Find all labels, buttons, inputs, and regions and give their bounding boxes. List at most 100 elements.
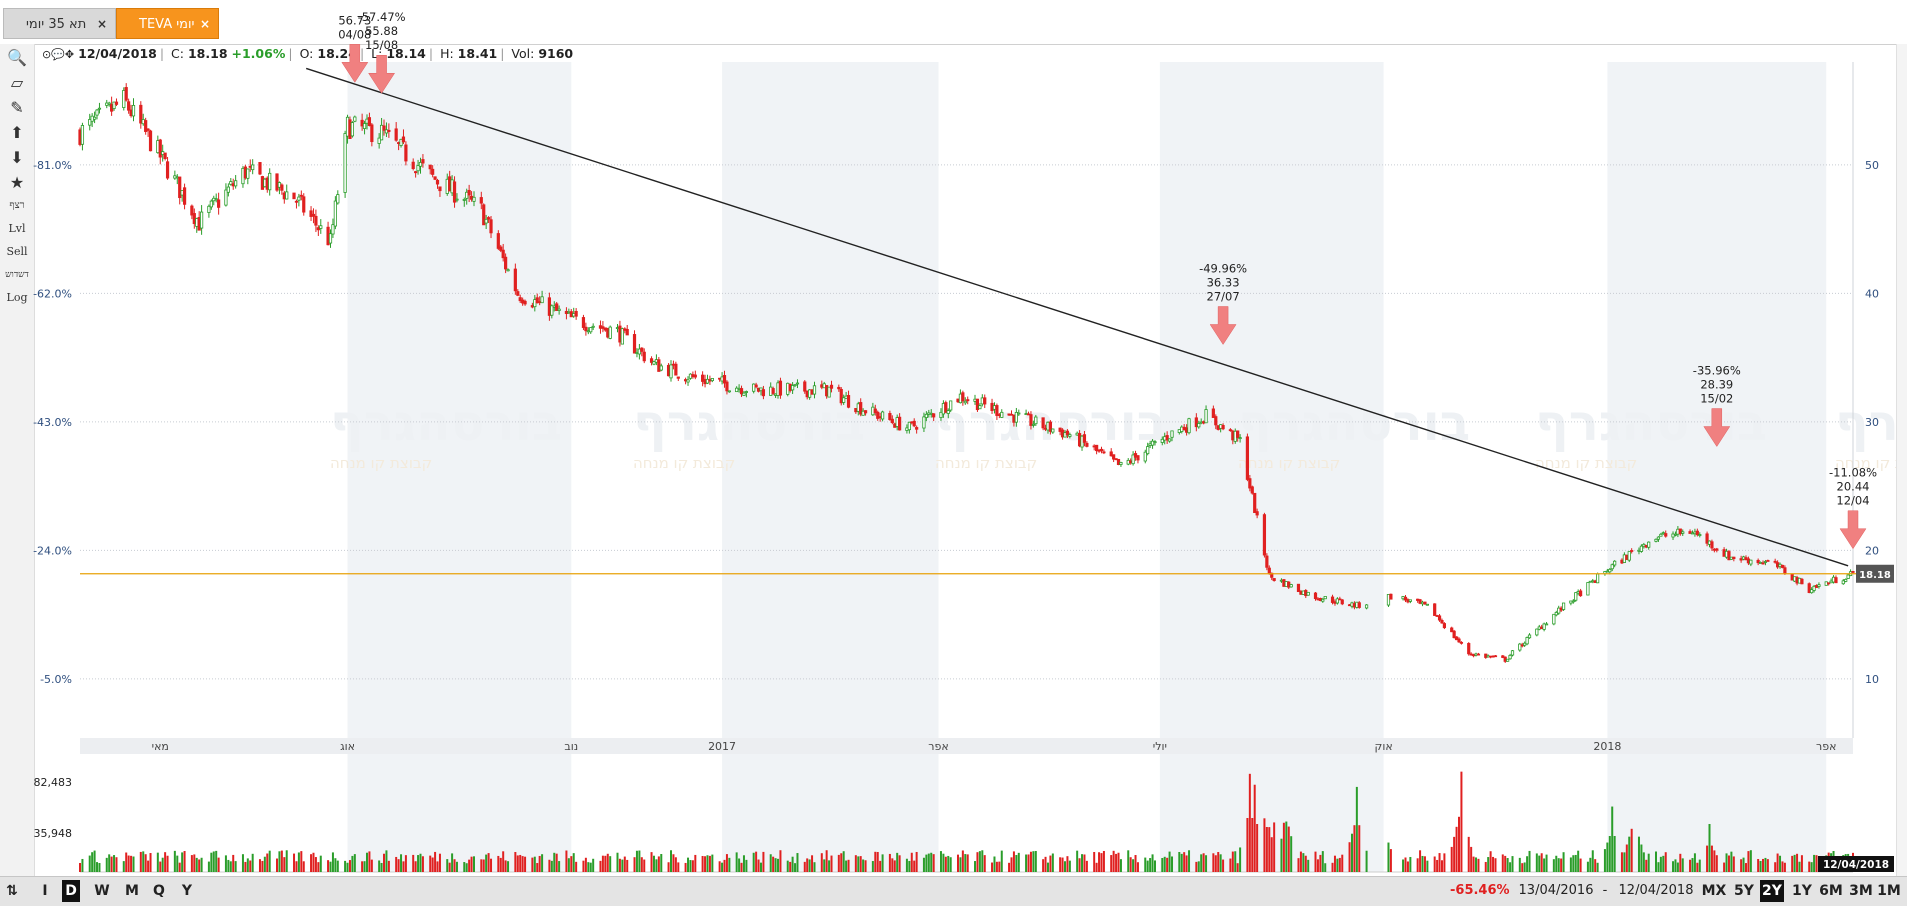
volume-bar — [161, 857, 164, 872]
volume-bar — [862, 859, 865, 872]
volume-bar — [966, 854, 969, 872]
period-yearly[interactable]: Y — [181, 883, 193, 899]
volume-bar — [234, 861, 237, 872]
volume-bar — [1136, 862, 1139, 872]
candle-body — [1476, 653, 1481, 656]
star-icon[interactable]: ★ — [9, 173, 25, 192]
volume-bar — [1402, 859, 1405, 872]
volume-bar — [1689, 859, 1692, 872]
volume-bar — [820, 853, 823, 872]
range-5y[interactable]: 5Y — [1734, 883, 1754, 899]
volume-bar — [1458, 816, 1460, 872]
volume-bar — [280, 850, 283, 872]
volume-bar — [1467, 836, 1470, 872]
range-from-date[interactable]: 13/04/2016 — [1518, 883, 1594, 898]
range-6m[interactable]: 6M — [1819, 883, 1843, 899]
range-3m[interactable]: 3M — [1849, 883, 1873, 899]
volume-bar — [1299, 851, 1302, 872]
eraser-icon[interactable]: ▱ — [10, 73, 24, 92]
candle-type-icon[interactable]: ⇅ — [6, 883, 18, 899]
candle-body — [674, 363, 678, 376]
range-1m[interactable]: 1M — [1877, 883, 1901, 899]
volume-bar — [1793, 854, 1796, 872]
period-weekly[interactable]: W — [94, 883, 110, 899]
tool-log[interactable]: Log — [6, 291, 28, 304]
candle-body — [754, 384, 758, 388]
volume-bar — [1776, 853, 1779, 872]
volume-bar — [1270, 837, 1273, 872]
candle-body — [1554, 612, 1558, 616]
volume-bar — [840, 853, 843, 872]
watermark-logo: בורסהגרף — [1238, 394, 1470, 452]
range-mx[interactable]: MX — [1701, 883, 1727, 899]
period-daily[interactable]: D — [62, 880, 80, 902]
volume-bar — [976, 852, 979, 872]
range-to-date[interactable]: 12/04/2018 — [1618, 883, 1694, 898]
volume-bar — [1521, 863, 1524, 872]
volume-bar — [1085, 860, 1088, 872]
candle-body — [1364, 604, 1369, 609]
candle-body — [1267, 567, 1271, 574]
volume-bar — [1304, 855, 1307, 872]
tool-shidrug[interactable]: דשדוש — [5, 270, 29, 280]
annotation-text: 56.73 — [338, 13, 371, 27]
candle-body — [676, 376, 680, 379]
volume-bar — [1355, 786, 1358, 872]
candle-body — [1099, 448, 1104, 452]
volume-bar — [149, 853, 152, 872]
volume-bar — [327, 860, 330, 872]
volume-bar — [268, 850, 271, 872]
volume-bar — [755, 851, 758, 872]
candle-body — [399, 138, 403, 146]
close-icon[interactable]: × — [199, 17, 210, 31]
volume-bar — [1081, 854, 1084, 872]
annotation-text: 15/08 — [365, 38, 398, 52]
period-monthly[interactable]: M — [125, 883, 139, 899]
tool-sell[interactable]: Sell — [6, 245, 28, 258]
range-1y[interactable]: 1Y — [1792, 883, 1812, 899]
candle-body — [496, 233, 500, 249]
arrow-up-icon[interactable]: ⬆ — [10, 123, 24, 142]
x-axis-strip — [80, 738, 1853, 754]
volume-bar — [1263, 818, 1266, 872]
volume-bar — [1051, 853, 1054, 872]
close-icon[interactable]: × — [96, 17, 107, 31]
volume-bar — [516, 855, 519, 872]
range-2y[interactable]: 2Y — [1760, 880, 1784, 902]
candle-body — [467, 189, 471, 196]
candle-body — [1065, 430, 1070, 436]
tool-lvl[interactable]: Lvl — [8, 222, 26, 235]
candle-body — [1596, 573, 1600, 584]
volume-bar — [1338, 857, 1341, 872]
volume-bar — [1389, 849, 1392, 872]
candle-body — [1459, 641, 1464, 644]
info-icons[interactable]: ⊙💬✥ — [42, 48, 75, 61]
volume-bar — [706, 855, 709, 872]
candle-body — [1034, 416, 1038, 425]
candle-body — [124, 87, 128, 101]
period-intraday[interactable]: I — [42, 883, 48, 899]
candle-body — [1678, 528, 1682, 535]
candle-body — [433, 176, 437, 180]
candle-body — [299, 194, 303, 197]
tab-teva-daily[interactable]: TEVA יומי × — [116, 8, 219, 39]
arrow-down-icon[interactable]: ⬇ — [10, 148, 24, 167]
volume-bar — [956, 854, 959, 872]
candle-body — [1518, 643, 1522, 651]
right-scroll-strip[interactable] — [1896, 44, 1907, 876]
search-icon[interactable]: 🔍 — [7, 48, 27, 67]
volume-bar — [1134, 855, 1137, 872]
volume-bar — [404, 855, 407, 872]
volume-bar — [1659, 856, 1662, 872]
pencil-icon[interactable]: ✎ — [10, 98, 24, 117]
volume-bar — [261, 860, 264, 872]
volume-bar — [195, 857, 198, 872]
open-label: O: — [299, 46, 314, 61]
volume-bar — [555, 853, 558, 872]
tab-ta35-daily[interactable]: תא 35 יומי × — [3, 8, 116, 39]
period-quarterly[interactable]: Q — [153, 883, 165, 899]
volume-bar — [1268, 827, 1271, 872]
tool-retzef[interactable]: רצף — [9, 200, 25, 211]
watermark-logo: בורסהגרף — [633, 394, 865, 452]
